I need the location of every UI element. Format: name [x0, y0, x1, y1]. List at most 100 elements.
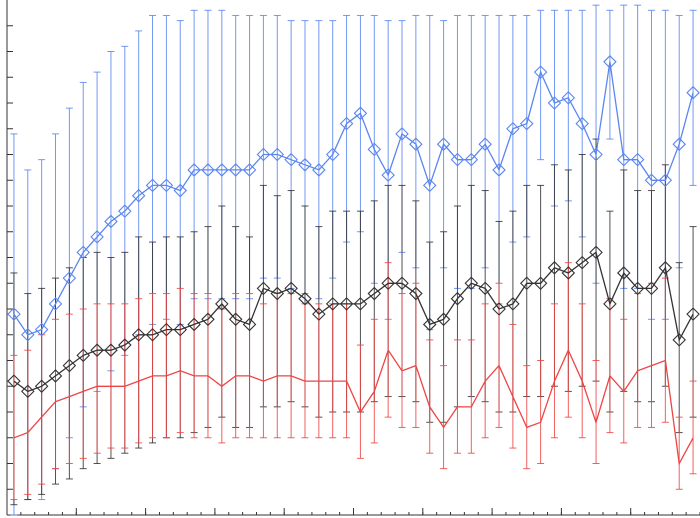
data-point-marker [21, 327, 35, 342]
error-bar [661, 277, 669, 423]
data-point-marker [187, 317, 201, 332]
data-point-marker [270, 286, 285, 301]
data-point-marker [298, 158, 312, 172]
error-bar [537, 9, 545, 161]
error-bar [398, 293, 406, 428]
error-bar [329, 303, 337, 439]
data-point-marker [353, 106, 368, 121]
data-point-marker [284, 281, 298, 296]
error-bar [176, 287, 184, 434]
error-bar [440, 365, 448, 470]
error-bar [246, 293, 254, 439]
error-bar [10, 354, 18, 501]
data-point-marker [450, 152, 465, 167]
error-bar [467, 339, 475, 454]
data-point-marker [422, 317, 437, 332]
error-bar [107, 303, 115, 449]
error-bar [453, 339, 461, 454]
data-point-marker [658, 173, 673, 188]
data-point-marker [575, 116, 589, 131]
data-point-marker [409, 137, 423, 151]
error-bar [412, 282, 420, 428]
error-bar [620, 318, 628, 444]
error-bar [79, 308, 87, 459]
error-bar [204, 293, 212, 439]
data-point-marker [325, 147, 340, 162]
error-bar [287, 293, 295, 439]
data-point-marker [118, 204, 132, 218]
data-point-marker [519, 276, 534, 291]
data-point-marker [90, 343, 104, 357]
error-bar [24, 349, 32, 495]
error-bar [190, 293, 198, 439]
data-point-marker [644, 173, 659, 188]
data-point-marker [215, 163, 229, 177]
data-point-marker [436, 312, 451, 327]
data-point-marker [603, 297, 617, 311]
data-point-marker [242, 163, 257, 177]
data-point-marker [492, 163, 506, 177]
error-bar [259, 303, 267, 439]
data-point-marker [228, 312, 243, 327]
data-point-marker [589, 245, 603, 260]
error-bar [356, 14, 364, 233]
data-point-marker [686, 85, 700, 100]
data-point-marker [492, 302, 506, 316]
error-bar [93, 303, 101, 454]
error-bar [121, 303, 129, 449]
error-bar [356, 344, 364, 459]
error-bar [162, 293, 170, 439]
data-point-marker [436, 137, 451, 151]
data-point-marker [90, 230, 104, 244]
data-point-marker [62, 358, 77, 373]
error-bar [52, 318, 60, 470]
data-point-marker [506, 297, 520, 311]
series-markers [7, 55, 700, 399]
error-bar [315, 303, 323, 439]
error-bar [232, 293, 240, 439]
data-point-marker [422, 178, 437, 193]
data-point-marker [353, 297, 368, 311]
error-bar [550, 303, 558, 439]
data-point-marker [630, 152, 645, 167]
error-bar [38, 334, 46, 485]
error-bar [689, 9, 697, 186]
error-bar [495, 282, 503, 428]
error-bar [273, 293, 281, 439]
error-bar [564, 262, 572, 418]
data-point-marker [506, 121, 520, 136]
data-point-marker [630, 281, 645, 296]
error-bar [301, 303, 309, 439]
data-point-marker [104, 214, 118, 229]
data-point-marker [34, 379, 49, 394]
data-point-marker [616, 266, 631, 280]
error-bar [384, 262, 392, 418]
error-bar [523, 365, 531, 470]
data-point-marker [242, 317, 257, 332]
data-point-marker [215, 297, 229, 311]
data-point-marker [228, 163, 243, 177]
data-point-marker [145, 327, 160, 342]
data-point-marker [7, 307, 21, 321]
data-point-marker [464, 276, 479, 291]
error-bar [647, 282, 655, 428]
axes-frame [6, 0, 700, 516]
data-point-marker [644, 281, 659, 296]
data-point-marker [450, 291, 465, 306]
data-point-marker [325, 297, 340, 311]
data-point-marker [603, 55, 617, 69]
data-point-marker [561, 91, 576, 105]
data-point-marker [395, 276, 409, 291]
data-point-marker [616, 152, 631, 167]
error-bar [135, 298, 143, 444]
data-point-marker [201, 163, 215, 177]
data-point-marker [298, 291, 312, 306]
data-point-marker [256, 281, 271, 296]
data-point-marker [159, 322, 174, 337]
error-bar [149, 293, 157, 439]
data-point-marker [409, 286, 423, 301]
error-bar [426, 339, 434, 454]
data-point-marker [381, 276, 395, 291]
